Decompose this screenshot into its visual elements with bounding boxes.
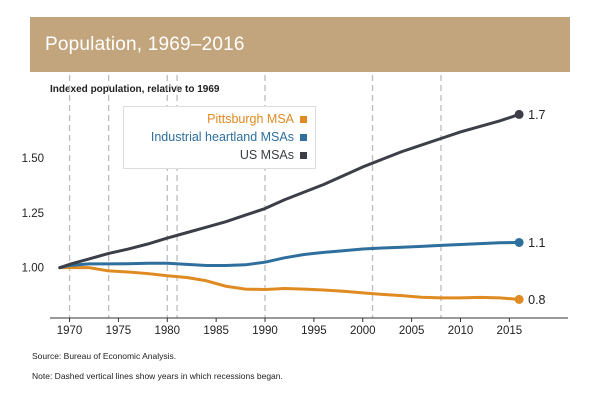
x-tick-label-2005: 2005 <box>399 325 425 337</box>
x-tick-label-1990: 1990 <box>252 325 278 337</box>
x-tick-label-2015: 2015 <box>497 325 523 337</box>
series-end-label-2: 1.7 <box>528 108 545 122</box>
legend-item-heartland: Industrial heartland MSAs <box>151 130 307 144</box>
legend-label-heartland: Industrial heartland MSAs <box>150 130 294 144</box>
series-line-0 <box>58 266 521 301</box>
x-tick-label-1995: 1995 <box>301 325 327 337</box>
legend-swatch-heartland <box>300 133 307 141</box>
series-line-1 <box>58 240 521 270</box>
y-tick-label-1.50: 1.50 <box>22 153 44 165</box>
x-tick-label-1970: 1970 <box>57 325 83 337</box>
x-tick-label-1985: 1985 <box>203 325 229 337</box>
x-tick-label-2010: 2010 <box>448 325 474 337</box>
series-end-label-0: 0.8 <box>528 293 545 307</box>
y-tick-label-1.25: 1.25 <box>22 208 44 220</box>
y-axis-label: Indexed population, relative to 1969 <box>50 84 220 95</box>
chart-title: Population, 1969–2016 <box>45 34 245 55</box>
series-endpoint-1 <box>514 237 524 247</box>
recession-note: Note: Dashed vertical lines show years i… <box>32 371 283 381</box>
series-endpoint-0 <box>514 294 524 304</box>
source-note: Source: Bureau of Economic Analysis. <box>32 351 177 361</box>
legend-item-pittsburgh: Pittsburgh MSA <box>207 112 307 126</box>
x-tick-label-2000: 2000 <box>350 325 376 337</box>
legend-label-us: US MSAs <box>239 148 294 162</box>
x-tick-label-1980: 1980 <box>154 325 180 337</box>
chart-legend: Pittsburgh MSA Industrial heartland MSAs… <box>123 106 316 169</box>
legend-swatch-us <box>300 151 307 159</box>
legend-swatch-pittsburgh <box>300 115 307 123</box>
y-tick-label-1.00: 1.00 <box>22 263 44 275</box>
legend-item-us: US MSAs <box>240 148 307 162</box>
chart-header-banner: Population, 1969–2016 <box>30 17 570 72</box>
series-endpoint-2 <box>514 109 524 119</box>
series-line-2 <box>58 112 521 270</box>
x-tick-label-1975: 1975 <box>106 325 132 337</box>
legend-label-pittsburgh: Pittsburgh MSA <box>207 112 294 126</box>
series-end-label-1: 1.1 <box>528 236 545 250</box>
